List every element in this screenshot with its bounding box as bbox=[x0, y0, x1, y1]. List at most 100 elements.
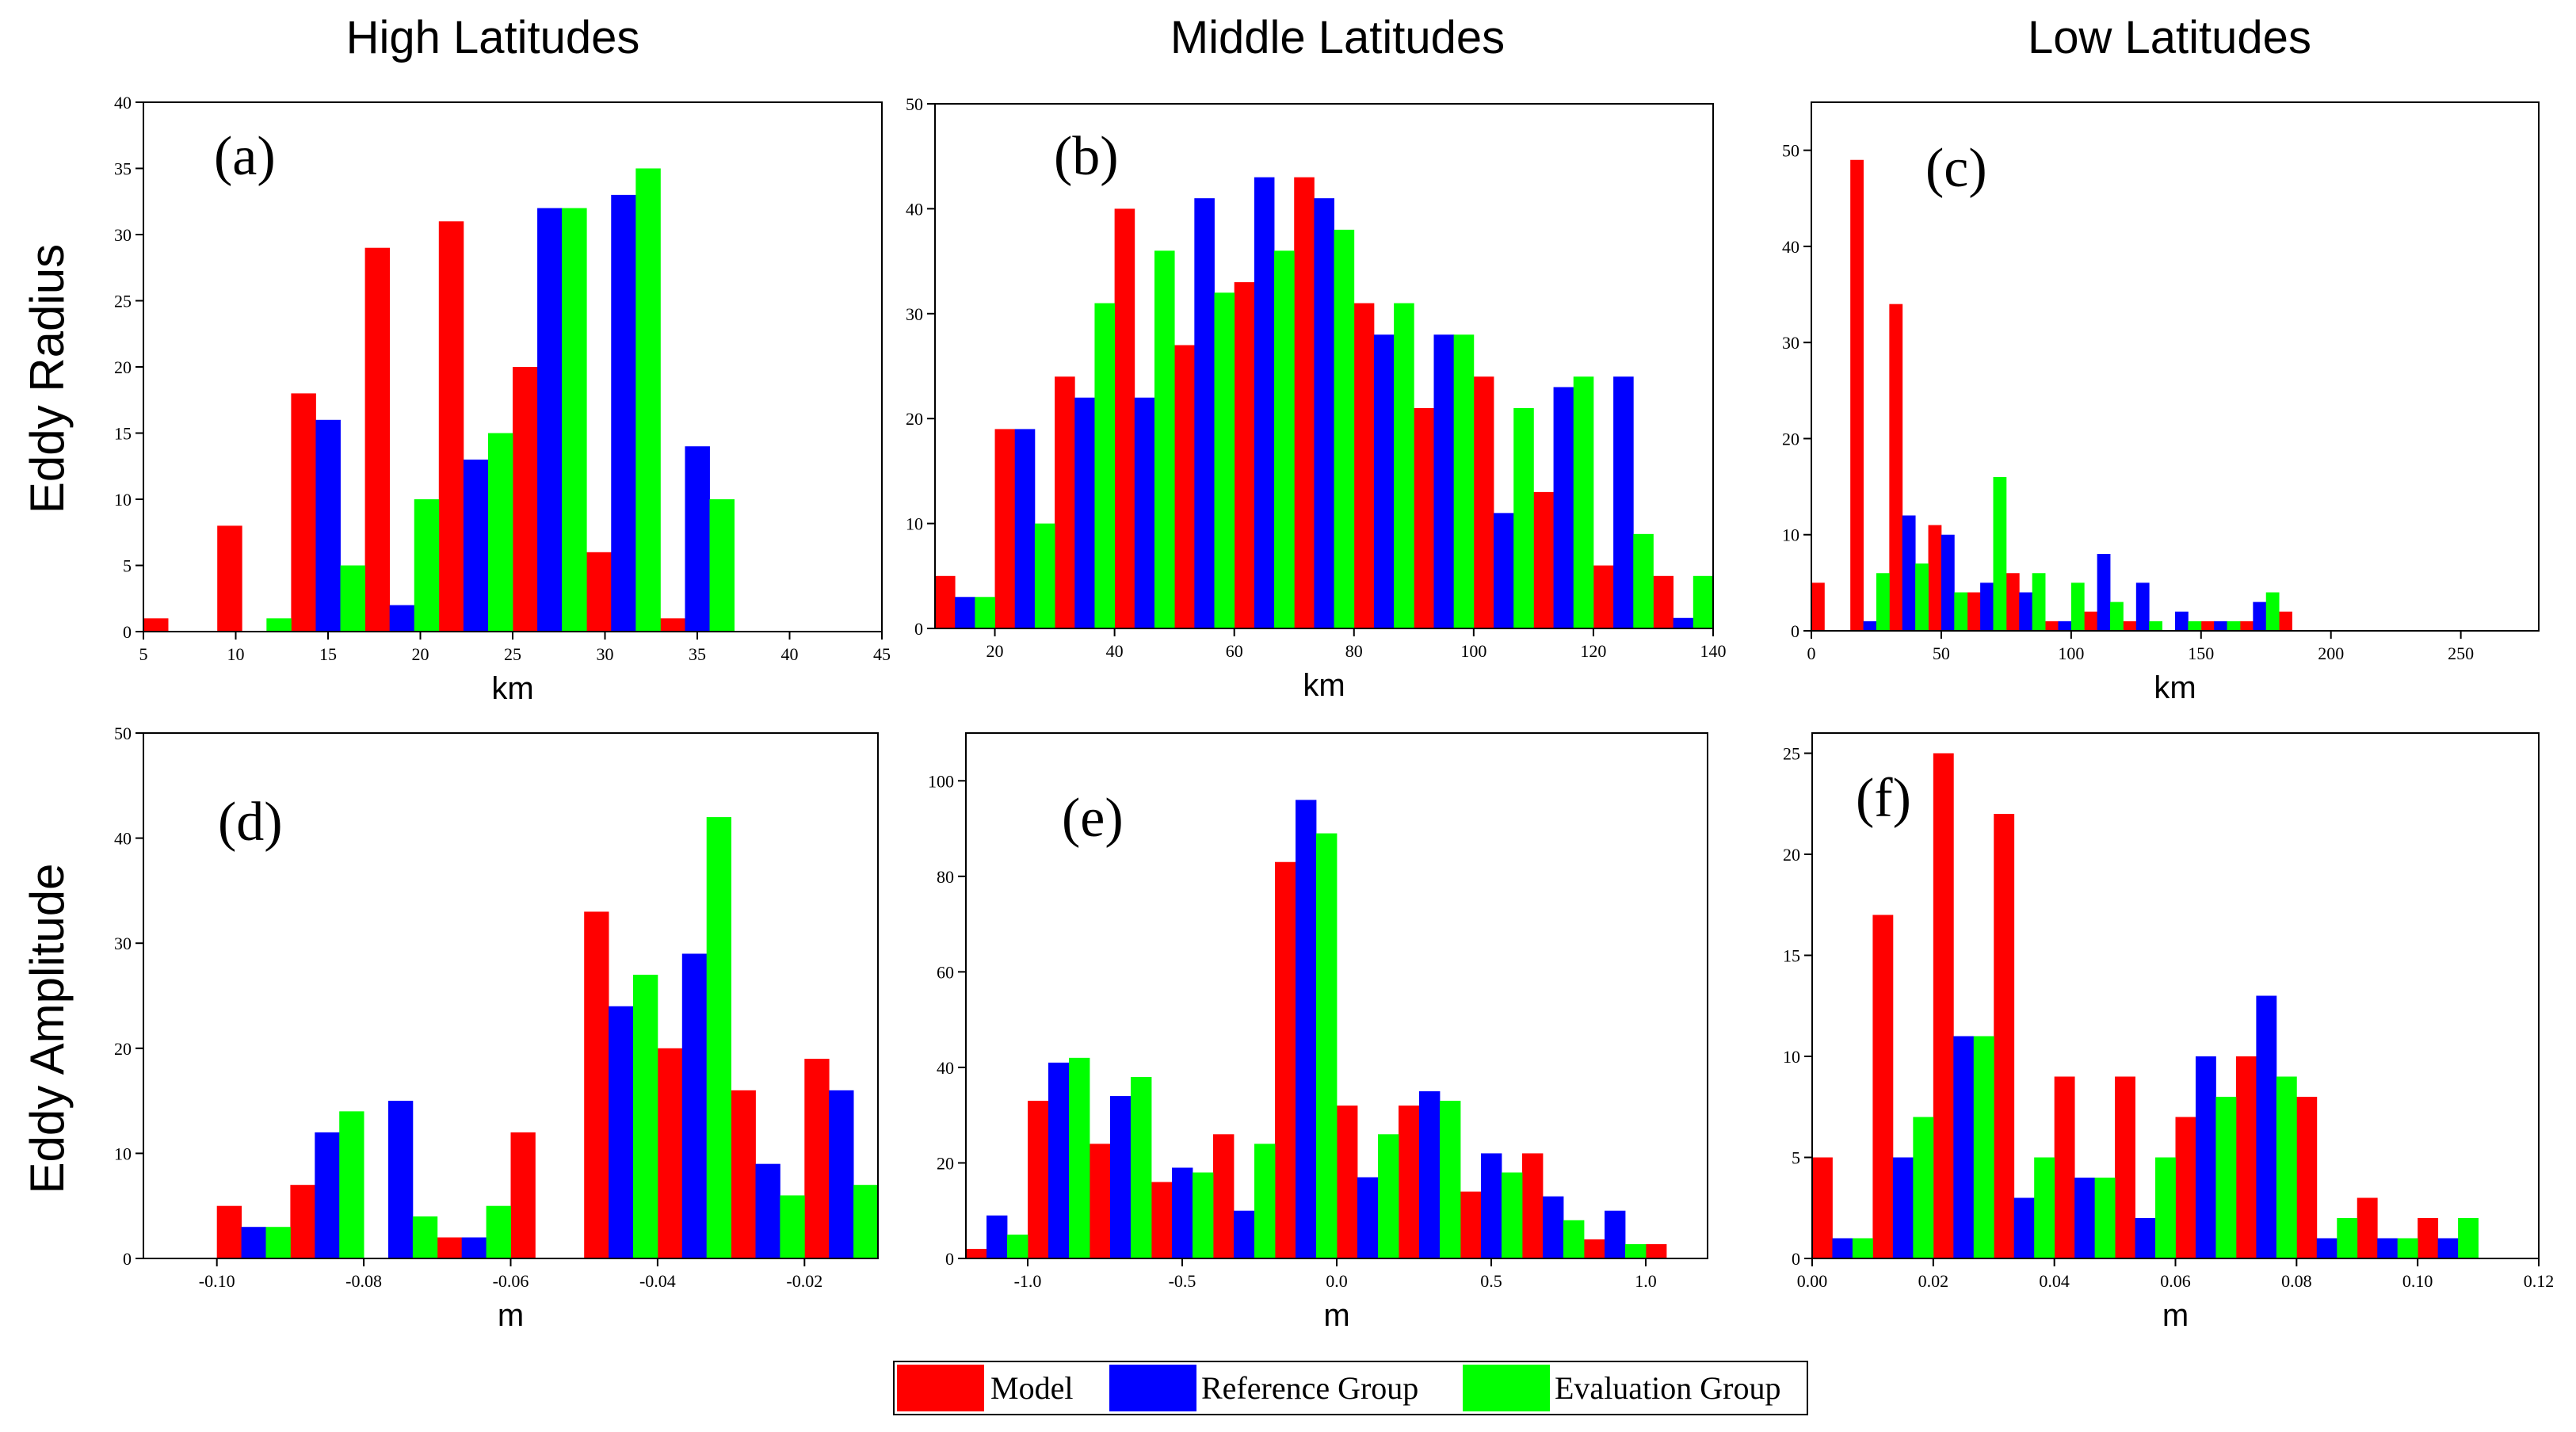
bar-b-reference-7 bbox=[1373, 334, 1395, 628]
bar-d-model-6 bbox=[657, 1048, 683, 1258]
bar-e-reference-2 bbox=[1110, 1096, 1132, 1258]
bar-e-model-0 bbox=[966, 1248, 987, 1258]
bar-f-model-10 bbox=[2418, 1218, 2439, 1258]
bar-b-evaluation-0 bbox=[975, 597, 995, 628]
x-tick-label-a-7: 40 bbox=[781, 644, 799, 664]
bar-e-evaluation-6 bbox=[1378, 1134, 1399, 1258]
bar-e-reference-10 bbox=[1605, 1210, 1626, 1258]
x-tick-label-a-1: 10 bbox=[227, 644, 245, 664]
bar-a-model-0 bbox=[143, 618, 169, 632]
bar-d-model-3 bbox=[437, 1237, 463, 1258]
chart-panel-f: 0.00 0.02 0.04 0.06 0.08 0.10 0.12 0 5 10 15 20 25 m (… bbox=[1783, 732, 2554, 1333]
bar-b-evaluation-2 bbox=[1094, 303, 1116, 628]
bar-c-model-11 bbox=[2239, 621, 2254, 631]
bar-a-evaluation-2 bbox=[340, 565, 365, 632]
x-tick-label-a-6: 35 bbox=[689, 644, 706, 664]
panels-group: 5 10 15 20 25 30 35 40 450510152025303540km(a)20… bbox=[114, 93, 2554, 1333]
bar-b-model-2 bbox=[1055, 376, 1075, 628]
legend-swatch-reference bbox=[1109, 1365, 1196, 1411]
x-tick-label-d-3: -0.04 bbox=[639, 1271, 676, 1291]
bar-b-model-3 bbox=[1114, 208, 1135, 628]
bar-f-reference-4 bbox=[2074, 1178, 2096, 1258]
y-tick-label-b-0: 0 bbox=[914, 619, 923, 639]
bar-d-evaluation-2 bbox=[412, 1216, 438, 1258]
bar-d-reference-3 bbox=[461, 1237, 487, 1258]
bar-b-model-8 bbox=[1414, 407, 1434, 628]
bar-f-evaluation-6 bbox=[2215, 1097, 2237, 1258]
bar-c-evaluation-5 bbox=[2032, 573, 2046, 631]
panel-label-e: (e) bbox=[1062, 788, 1124, 849]
bar-b-reference-10 bbox=[1553, 387, 1574, 628]
bar-f-evaluation-9 bbox=[2397, 1238, 2418, 1258]
x-tick-label-d-2: -0.06 bbox=[493, 1271, 529, 1291]
bar-c-model-3 bbox=[1928, 525, 1942, 631]
x-tick-label-c-1: 50 bbox=[1933, 643, 1950, 663]
x-tick-label-a-5: 30 bbox=[597, 644, 614, 664]
bar-b-evaluation-9 bbox=[1513, 407, 1534, 628]
bar-c-model-10 bbox=[2200, 621, 2215, 631]
bar-b-evaluation-6 bbox=[1334, 229, 1355, 628]
x-tick-label-f-0: 0.00 bbox=[1797, 1271, 1828, 1291]
bar-b-evaluation-7 bbox=[1394, 303, 1414, 628]
x-tick-label-a-4: 25 bbox=[504, 644, 521, 664]
x-axis-label-c: km bbox=[2154, 670, 2196, 705]
bar-c-reference-7 bbox=[2097, 553, 2111, 631]
bar-a-model-5 bbox=[513, 367, 538, 632]
bar-b-model-4 bbox=[1174, 345, 1195, 628]
bar-f-model-0 bbox=[1812, 1157, 1833, 1258]
y-tick-label-f-2: 10 bbox=[1783, 1047, 1800, 1067]
bar-f-reference-3 bbox=[2013, 1197, 2035, 1258]
x-tick-label-b-6: 140 bbox=[1700, 641, 1727, 661]
x-tick-label-f-3: 0.06 bbox=[2160, 1271, 2191, 1291]
bar-f-model-1 bbox=[1872, 915, 1894, 1258]
bar-f-model-8 bbox=[2296, 1097, 2318, 1258]
bar-d-reference-8 bbox=[829, 1090, 854, 1258]
x-tick-label-e-3: 0.5 bbox=[1480, 1271, 1502, 1291]
y-tick-label-e-0: 0 bbox=[945, 1249, 954, 1269]
bar-e-evaluation-8 bbox=[1502, 1172, 1523, 1258]
y-tick-label-f-1: 5 bbox=[1792, 1148, 1800, 1168]
y-tick-label-b-1: 10 bbox=[906, 514, 923, 534]
bar-c-reference-8 bbox=[2135, 582, 2150, 631]
x-axis-label-b: km bbox=[1303, 668, 1345, 703]
bar-c-model-6 bbox=[2045, 621, 2059, 631]
bar-c-evaluation-10 bbox=[2227, 621, 2241, 631]
bar-d-evaluation-8 bbox=[853, 1185, 879, 1258]
bar-f-evaluation-2 bbox=[1973, 1036, 1994, 1258]
y-tick-label-f-0: 0 bbox=[1792, 1249, 1800, 1269]
bar-b-model-5 bbox=[1234, 282, 1255, 628]
legend-label-reference: Reference Group bbox=[1201, 1370, 1418, 1406]
bar-c-reference-3 bbox=[1941, 534, 1955, 631]
bar-e-model-5 bbox=[1275, 861, 1296, 1258]
bar-a-reference-7 bbox=[685, 446, 710, 632]
y-tick-label-e-5: 100 bbox=[928, 771, 954, 791]
bar-f-model-2 bbox=[1933, 753, 1954, 1258]
bar-d-reference-0 bbox=[241, 1227, 266, 1258]
bar-e-model-4 bbox=[1213, 1134, 1235, 1258]
y-tick-label-e-2: 40 bbox=[937, 1058, 954, 1078]
column-title-low: Low Latitudes bbox=[2028, 12, 2311, 63]
bar-e-reference-3 bbox=[1172, 1167, 1193, 1258]
y-tick-label-e-4: 80 bbox=[937, 867, 954, 887]
bar-b-reference-8 bbox=[1433, 334, 1455, 628]
bar-c-model-2 bbox=[1889, 304, 1903, 631]
bar-c-reference-5 bbox=[2019, 592, 2033, 631]
bar-e-reference-7 bbox=[1419, 1091, 1441, 1258]
y-tick-label-a-3: 15 bbox=[114, 424, 132, 444]
legend-label-evaluation: Evaluation Group bbox=[1555, 1370, 1781, 1406]
x-tick-label-c-2: 100 bbox=[2058, 643, 2084, 663]
bar-c-reference-11 bbox=[2253, 601, 2267, 631]
bar-e-model-9 bbox=[1522, 1153, 1544, 1258]
bar-c-evaluation-8 bbox=[2149, 621, 2162, 631]
bar-b-evaluation-12 bbox=[1693, 575, 1714, 628]
x-tick-label-c-3: 150 bbox=[2188, 643, 2214, 663]
bar-d-reference-2 bbox=[388, 1101, 414, 1258]
y-tick-label-d-5: 50 bbox=[114, 724, 132, 743]
bar-c-model-8 bbox=[2123, 621, 2137, 631]
y-tick-label-a-1: 5 bbox=[123, 556, 132, 576]
plot-frame-b bbox=[934, 103, 1714, 629]
y-tick-label-f-3: 15 bbox=[1783, 946, 1800, 966]
y-tick-label-c-5: 50 bbox=[1782, 141, 1799, 161]
chart-panel-e: -1.0 -0.5 0.0 0.5 1.0 0 20 40 60 80 100 m (e) bbox=[928, 732, 1708, 1333]
bar-e-evaluation-2 bbox=[1131, 1076, 1152, 1258]
